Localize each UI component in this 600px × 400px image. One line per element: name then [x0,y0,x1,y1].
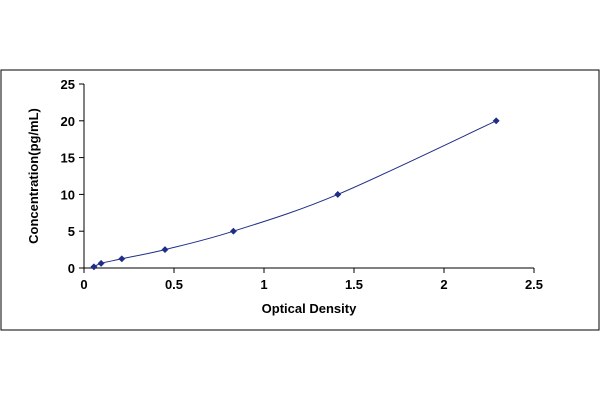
y-tick-label: 25 [61,77,75,92]
chart-frame [0,69,600,331]
plot-area: 0 0.5 1 1.5 2 2.5 0 5 10 15 20 25 [61,77,544,292]
data-point [97,259,105,267]
x-tick-label: 2.5 [525,277,543,292]
x-tick-label: 1.5 [345,277,363,292]
data-point [492,117,500,125]
y-ticks: 0 5 10 15 20 25 [61,77,84,276]
x-ticks: 0 0.5 1 1.5 2 2.5 [80,268,543,292]
x-tick-label: 2 [440,277,447,292]
y-tick-label: 0 [68,261,75,276]
data-point [334,190,342,198]
data-point [90,263,98,271]
y-tick-label: 15 [61,151,75,166]
data-points [90,117,500,271]
x-tick-label: 0 [80,277,87,292]
y-tick-label: 20 [61,114,75,129]
y-tick-label: 5 [68,224,75,239]
x-tick-label: 1 [260,277,267,292]
data-point [229,227,237,235]
x-axis-title: Optical Density [262,301,357,316]
data-point [118,255,126,263]
y-axis-title: Concentration(pg/mL) [26,108,41,244]
y-tick-label: 10 [61,187,75,202]
data-point [161,246,169,254]
x-tick-label: 0.5 [165,277,183,292]
